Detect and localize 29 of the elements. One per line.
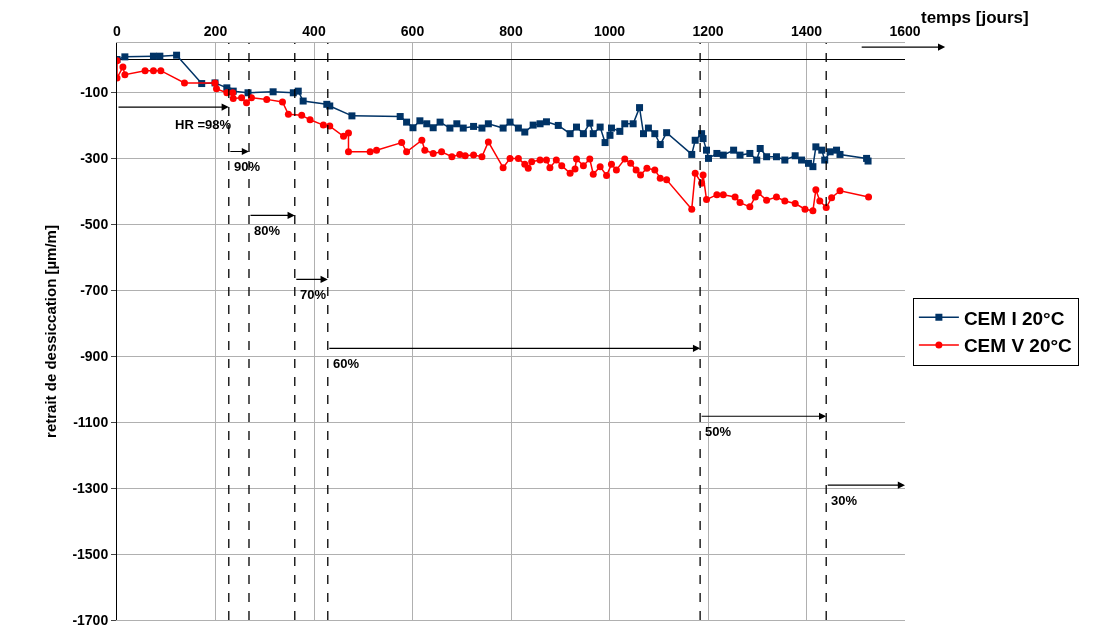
annotation: HR =98% [175, 117, 232, 132]
legend-label: CEM I 20°C [963, 307, 1065, 329]
legend-label: CEM V 20°C [963, 335, 1073, 357]
y-tick-label: -500 [80, 216, 109, 233]
y-axis-title: retrait de dessiccation [µm/m] [41, 225, 59, 438]
x-tick-label: 1200 [692, 23, 724, 40]
x-tick-label: 1000 [593, 23, 626, 40]
annotation: 50% [705, 424, 732, 439]
y-tick-label: -1700 [72, 611, 109, 628]
annotation: 60% [333, 356, 360, 371]
annotation: 80% [254, 223, 281, 238]
y-tick-label: -700 [80, 282, 109, 299]
y-tick-label: -900 [80, 348, 109, 365]
x-tick-label: 800 [499, 23, 523, 40]
x-tick-label: 600 [400, 23, 425, 40]
annotation: 90% [234, 159, 261, 174]
annotation: 70% [300, 287, 327, 302]
y-tick-label: -100 [80, 84, 109, 101]
x-tick-label: 400 [302, 23, 326, 40]
x-tick-label: 1400 [790, 23, 823, 40]
y-tick-label: -1500 [72, 545, 109, 562]
annotation: 30% [831, 493, 858, 508]
x-tick-label: 200 [203, 23, 228, 40]
y-tick-label: -1300 [72, 480, 109, 497]
y-tick-label: -300 [80, 150, 109, 167]
y-tick-label: -1100 [73, 414, 109, 431]
x-axis-title: temps [jours] [921, 8, 1029, 27]
x-tick-label: 1600 [889, 23, 921, 40]
x-tick-label: 0 [113, 23, 122, 40]
